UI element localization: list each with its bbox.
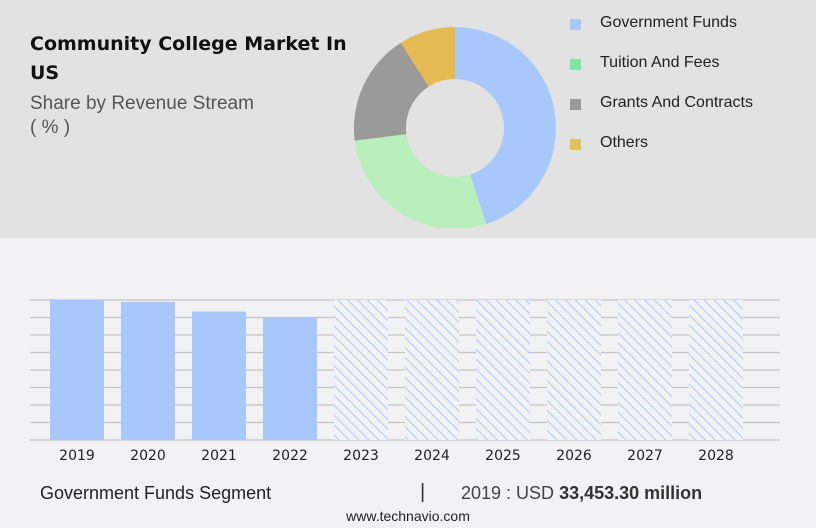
bar-2021 <box>192 312 246 440</box>
legend-swatch <box>570 99 581 110</box>
legend-label: Others <box>600 134 648 152</box>
bar-2023 <box>334 300 388 440</box>
x-tick-label: 2019 <box>59 448 95 464</box>
bar-2027 <box>618 300 672 440</box>
bar-2028 <box>689 300 743 440</box>
x-tick-label: 2028 <box>698 448 734 464</box>
x-tick-label: 2022 <box>272 448 308 464</box>
x-axis-labels: 2019 2020 2021 2022 2023 2024 2025 2026 2027 2028 <box>59 448 734 464</box>
unit-label: ( % ) <box>30 116 254 140</box>
x-tick-label: 2021 <box>201 448 237 464</box>
legend-item-tuition-and-fees: Tuition And Fees <box>570 54 810 74</box>
source-link[interactable]: www.technavio.com <box>0 508 816 524</box>
legend-item-others: Others <box>570 134 810 154</box>
segment-value: 2019 : USD 33,453.30 million <box>461 483 702 504</box>
chart-subtitle: Share by Revenue Stream ( % ) <box>30 92 254 140</box>
bar-2025 <box>476 300 530 440</box>
legend-label: Tuition And Fees <box>600 54 719 72</box>
subtitle-text: Share by Revenue Stream <box>30 92 254 116</box>
x-tick-label: 2027 <box>627 448 663 464</box>
value-amount: 33,453.30 million <box>559 483 702 503</box>
bar-2022 <box>263 317 317 440</box>
legend-swatch <box>570 139 581 150</box>
chart-title: Community College Market In US <box>30 30 350 88</box>
segment-label: Government Funds Segment <box>40 483 271 504</box>
x-tick-label: 2025 <box>485 448 521 464</box>
legend-swatch <box>570 59 581 70</box>
x-tick-label: 2024 <box>414 448 450 464</box>
donut-slice <box>355 134 486 229</box>
legend-swatch <box>570 19 581 30</box>
legend-label: Grants And Contracts <box>600 94 753 112</box>
separator: | <box>420 481 425 504</box>
bar-2026 <box>547 300 601 440</box>
legend-item-grants-and-contracts: Grants And Contracts <box>570 94 810 114</box>
x-tick-label: 2026 <box>556 448 592 464</box>
legend-label: Government Funds <box>600 14 737 32</box>
bar-2020 <box>121 302 175 440</box>
x-tick-label: 2023 <box>343 448 379 464</box>
bar-2024 <box>405 300 459 440</box>
bar-chart: 2019 2020 2021 2022 2023 2024 2025 2026 2027 2028 <box>30 290 790 470</box>
x-tick-label: 2020 <box>130 448 166 464</box>
bar-2019 <box>50 300 104 440</box>
donut-chart <box>352 26 558 232</box>
legend-item-government-funds: Government Funds <box>570 14 810 34</box>
year-label: 2019 : USD <box>461 483 559 503</box>
